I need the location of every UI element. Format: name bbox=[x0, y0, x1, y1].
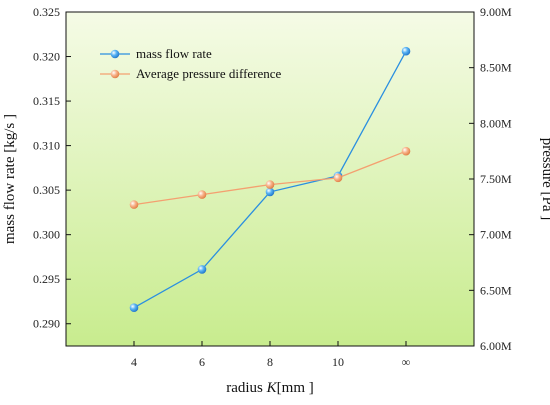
legend-marker-mass-flow bbox=[110, 49, 120, 59]
y-left-tick-label: 0.325 bbox=[33, 5, 60, 19]
y-right-tick-label: 8.00M bbox=[480, 116, 512, 130]
y-right-tick-label: 7.00M bbox=[480, 228, 512, 242]
y-left-tick-label: 0.295 bbox=[33, 272, 60, 286]
x-axis-title-unit: [mm ] bbox=[277, 380, 314, 396]
x-axis-title-variable: K bbox=[266, 380, 278, 396]
data-point-pressure bbox=[333, 173, 343, 183]
series-layer bbox=[129, 46, 411, 313]
legend: mass flow rate Average pressure differen… bbox=[100, 46, 282, 81]
y-right-tick-label: 6.50M bbox=[480, 283, 512, 297]
plot-background bbox=[66, 12, 474, 346]
data-point-mass-flow bbox=[197, 265, 207, 274]
x-tick-label: 6 bbox=[199, 355, 205, 369]
x-tick-label: 4 bbox=[131, 355, 137, 369]
x-tick-label: 8 bbox=[267, 355, 273, 369]
ticks-layer: 4 6 8 10 ∞ 0.290 0.295 0.300 0.305 0.310 0.315 0.32… bbox=[33, 5, 512, 369]
y-left-tick-label: 0.320 bbox=[33, 50, 60, 64]
data-point-pressure bbox=[265, 180, 275, 189]
y-axis-left-title: mass flow rate [kg/s ] bbox=[2, 114, 18, 244]
x-axis-title: radius K[mm ] bbox=[226, 380, 314, 396]
data-point-mass-flow bbox=[265, 187, 275, 197]
y-left-tick-label: 0.315 bbox=[33, 94, 60, 108]
data-point-mass-flow bbox=[401, 46, 411, 56]
data-point-pressure bbox=[129, 200, 139, 209]
x-axis-title-prefix: radius bbox=[226, 380, 266, 396]
data-point-mass-flow bbox=[129, 303, 139, 313]
y-right-tick-label: 7.50M bbox=[480, 172, 512, 186]
data-point-pressure bbox=[197, 190, 207, 199]
y-right-tick-label: 9.00M bbox=[480, 5, 512, 19]
y-left-tick-label: 0.310 bbox=[33, 139, 60, 153]
y-right-tick-label: 8.50M bbox=[480, 61, 512, 75]
y-left-tick-label: 0.305 bbox=[33, 183, 60, 197]
x-tick-label: 10 bbox=[332, 355, 344, 369]
legend-label-mass-flow: mass flow rate bbox=[136, 46, 212, 61]
data-point-pressure bbox=[401, 146, 411, 156]
y-left-tick-label: 0.300 bbox=[33, 228, 60, 242]
legend-label-pressure: Average pressure difference bbox=[136, 66, 282, 81]
legend-marker-pressure bbox=[110, 69, 120, 79]
y-right-tick-label: 6.00M bbox=[480, 339, 512, 353]
y-axis-right-title: pressure [Pa ] bbox=[539, 138, 550, 220]
x-tick-label: ∞ bbox=[402, 355, 411, 369]
y-left-tick-label: 0.290 bbox=[33, 317, 60, 331]
